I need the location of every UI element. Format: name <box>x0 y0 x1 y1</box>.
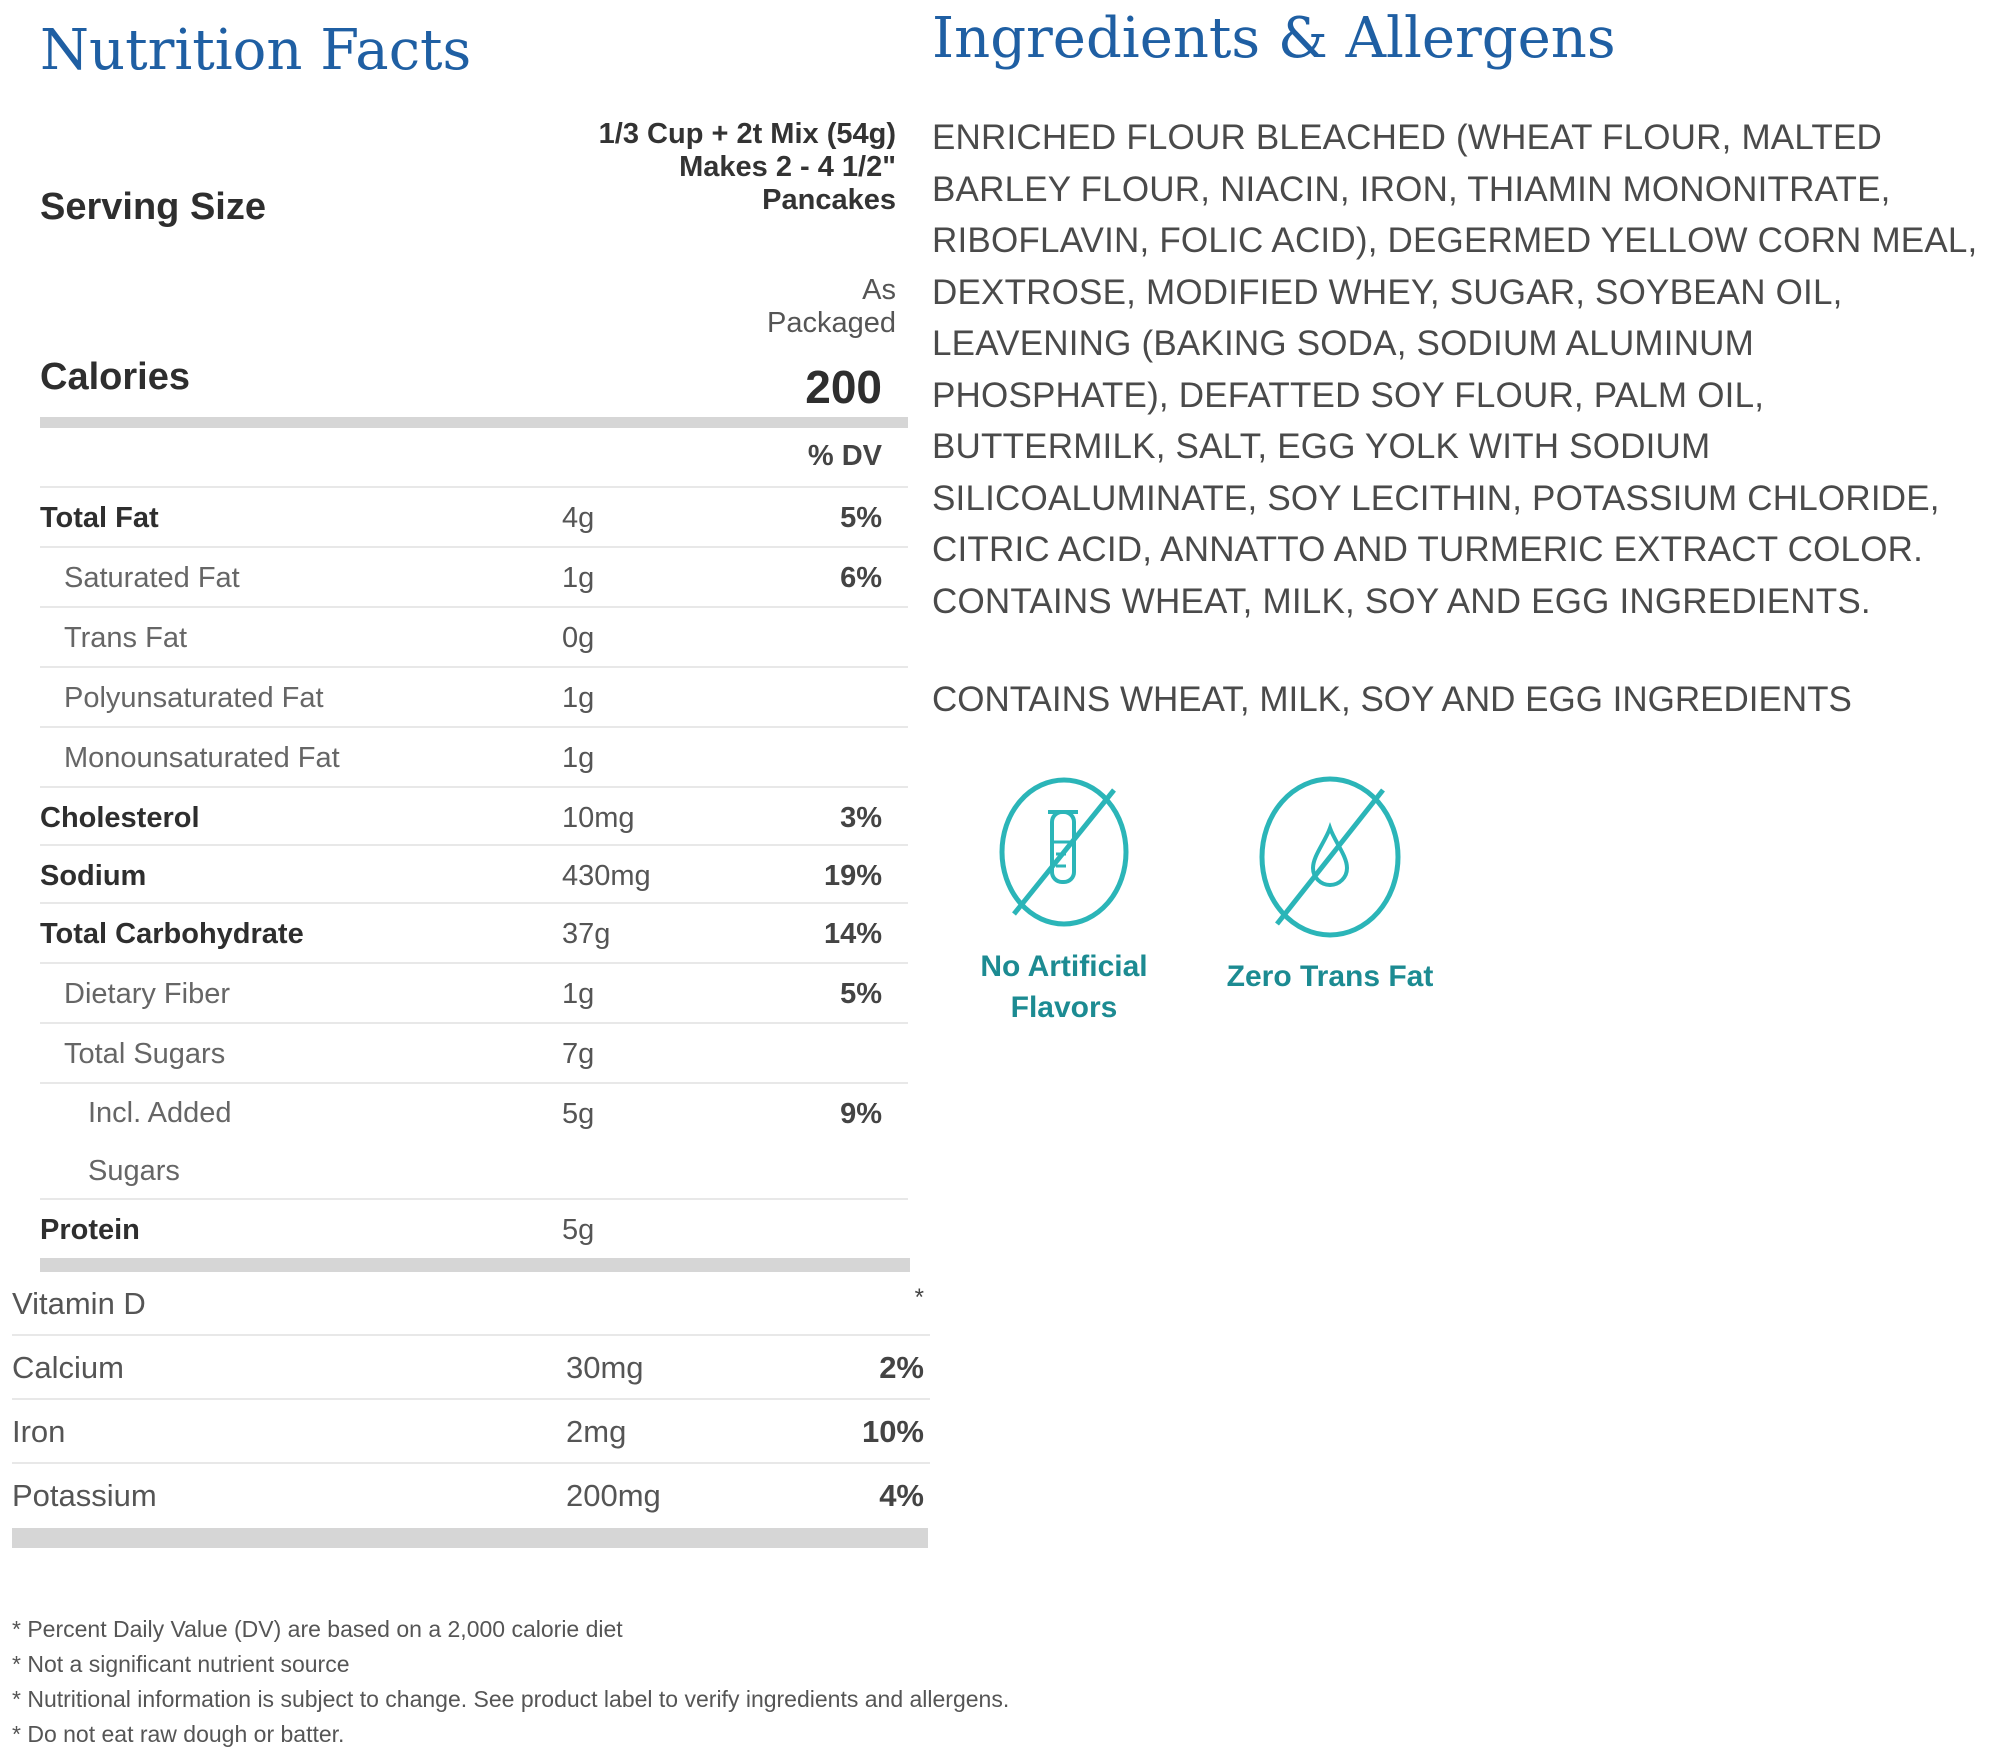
nutrient-row-total-sugars: Total Sugars 7g <box>40 1022 908 1084</box>
nutrient-name: Incl. Added Sugars <box>88 1084 232 1200</box>
nutrient-name: Total Fat <box>40 502 159 534</box>
nutrient-name: Total Carbohydrate <box>40 918 304 950</box>
footnote: * Nutritional information is subject to … <box>12 1686 1010 1712</box>
vitamin-amount: 2mg <box>566 1414 627 1449</box>
vitamin-row-iron: Iron 2mg 10% <box>12 1398 930 1462</box>
nutrient-amount: 5g <box>562 1098 595 1130</box>
allergen-statement: CONTAINS WHEAT, MILK, SOY AND EGG INGRED… <box>932 680 1852 719</box>
vitamin-name: Potassium <box>12 1478 157 1513</box>
nutrient-row-protein: Protein 5g <box>40 1198 908 1260</box>
nutrient-row-total-carbohydrate: Total Carbohydrate 37g 14% <box>40 902 908 964</box>
nutrient-name: Cholesterol <box>40 802 200 834</box>
calories-divider-bar <box>40 417 908 428</box>
nutrient-amount: 430mg <box>562 860 651 892</box>
vitamin-amount: 30mg <box>566 1350 644 1385</box>
badge-label-line: Zero Trans Fat <box>1226 960 1434 993</box>
nutrient-dv: 6% <box>840 562 882 594</box>
nutrient-amount: 0g <box>562 622 595 654</box>
badge-label: No Artificial Flavors <box>944 946 1184 1028</box>
vitamin-name: Vitamin D <box>12 1286 146 1321</box>
footnote: * Percent Daily Value (DV) are based on … <box>12 1616 623 1642</box>
vitamin-dv: * <box>914 1284 924 1311</box>
serving-size-line: Makes 2 - 4 1/2" <box>679 151 896 183</box>
nutrient-name: Polyunsaturated Fat <box>64 682 324 714</box>
nutrient-row-trans-fat: Trans Fat 0g <box>40 606 908 668</box>
nutrient-row-monounsaturated-fat: Monounsaturated Fat 1g <box>40 726 908 788</box>
nutrient-row-polyunsaturated-fat: Polyunsaturated Fat 1g <box>40 666 908 728</box>
nutrient-amount: 37g <box>562 918 611 950</box>
footnote: * Not a significant nutrient source <box>12 1651 350 1677</box>
badge-no-artificial-flavors: No Artificial Flavors <box>944 772 1184 1028</box>
nutrient-dv: 19% <box>823 860 882 892</box>
badge-label: Zero Trans Fat <box>1210 956 1450 997</box>
badge-label-line: Flavors <box>1010 991 1118 1024</box>
nutrient-name: Sodium <box>40 860 147 892</box>
nutrient-amount: 7g <box>562 1038 595 1070</box>
badge-zero-trans-fat: Zero Trans Fat <box>1210 772 1450 997</box>
daily-value-header: % DV <box>807 440 882 472</box>
vitamin-name: Iron <box>12 1414 66 1449</box>
no-oil-drop-icon <box>1259 776 1401 938</box>
footnote: * Do not eat raw dough or batter. <box>12 1721 345 1747</box>
nutrient-amount: 1g <box>562 742 595 774</box>
badge-label-line: No Artificial <box>980 950 1148 983</box>
nutrient-row-cholesterol: Cholesterol 10mg 3% <box>40 786 908 848</box>
nutrient-name: Monounsaturated Fat <box>64 742 340 774</box>
vitamin-row-vitamin-d: Vitamin D * <box>12 1272 930 1334</box>
nutrition-facts-title: Nutrition Facts <box>40 18 472 83</box>
nutrient-name: Saturated Fat <box>64 562 240 594</box>
nutrient-dv: 9% <box>840 1098 882 1130</box>
vitamin-name: Calcium <box>12 1350 124 1385</box>
footnotes: * Percent Daily Value (DV) are based on … <box>12 1612 1009 1752</box>
no-test-tube-icon <box>999 777 1129 927</box>
nutrient-dv: 5% <box>840 502 882 534</box>
ingredients-list: ENRICHED FLOUR BLEACHED (WHEAT FLOUR, MA… <box>932 118 1978 621</box>
vitamin-dv: 2% <box>879 1350 924 1385</box>
nutrient-row-dietary-fiber: Dietary Fiber 1g 5% <box>40 962 908 1024</box>
nutrient-dv: 5% <box>840 978 882 1010</box>
as-packaged-line: As <box>862 274 896 306</box>
nutrient-amount: 4g <box>562 502 595 534</box>
serving-size-label: Serving Size <box>40 186 266 228</box>
nutrient-dv: 14% <box>823 918 882 950</box>
nutrient-row-total-fat: Total Fat 4g 5% <box>40 486 908 548</box>
vitamin-row-calcium: Calcium 30mg 2% <box>12 1334 930 1398</box>
calories-value: 200 <box>805 361 882 413</box>
nutrient-name-line: Incl. Added <box>88 1097 232 1129</box>
nutrient-name: Protein <box>40 1214 140 1246</box>
nutrient-row-saturated-fat: Saturated Fat 1g 6% <box>40 546 908 608</box>
vitamin-dv: 4% <box>879 1478 924 1513</box>
nutrient-amount: 1g <box>562 562 595 594</box>
vitamin-dv: 10% <box>861 1414 924 1449</box>
serving-size-line: 1/3 Cup + 2t Mix (54g) <box>598 118 896 150</box>
vitamin-divider-bar <box>12 1528 928 1548</box>
as-packaged-line: Packaged <box>767 307 896 339</box>
nutrient-amount: 10mg <box>562 802 635 834</box>
ingredients-title: Ingredients & Allergens <box>932 6 1616 71</box>
nutrient-amount: 1g <box>562 978 595 1010</box>
nutrient-name-line: Sugars <box>88 1155 180 1187</box>
nutrient-row-added-sugars: Incl. Added Sugars 5g 9% <box>40 1082 908 1200</box>
serving-size-line: Pancakes <box>762 184 896 216</box>
calories-label: Calories <box>40 356 190 398</box>
nutrient-name: Total Sugars <box>64 1038 226 1070</box>
protein-divider-bar <box>40 1258 910 1272</box>
serving-size-value: 1/3 Cup + 2t Mix (54g) Makes 2 - 4 1/2" … <box>476 118 896 217</box>
as-packaged-header: As Packaged <box>696 274 896 340</box>
vitamin-row-potassium: Potassium 200mg 4% <box>12 1462 930 1526</box>
vitamin-amount: 200mg <box>566 1478 661 1513</box>
nutrient-amount: 1g <box>562 682 595 714</box>
nutrient-dv: 3% <box>840 802 882 834</box>
nutrient-row-sodium: Sodium 430mg 19% <box>40 844 908 906</box>
nutrient-name: Dietary Fiber <box>64 978 230 1010</box>
nutrient-name: Trans Fat <box>64 622 188 654</box>
nutrient-amount: 5g <box>562 1214 595 1246</box>
